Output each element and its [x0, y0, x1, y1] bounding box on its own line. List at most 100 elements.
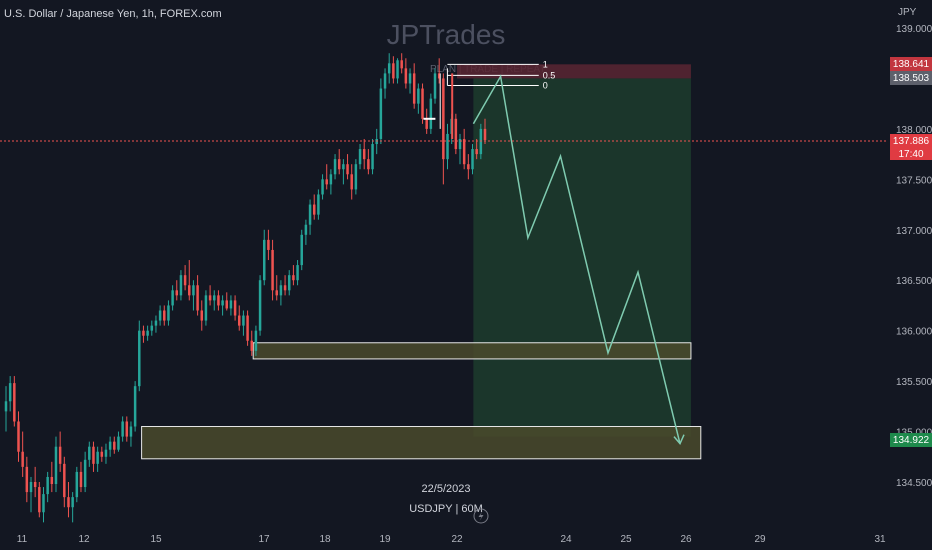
- y-tick-label: 139.000: [896, 24, 932, 35]
- candle: [262, 229, 266, 286]
- candle: [267, 229, 270, 261]
- candle: [8, 376, 12, 412]
- candle: [437, 58, 441, 84]
- overlay-layer: 10.50: [423, 59, 685, 446]
- candle: [329, 169, 333, 195]
- candle: [433, 68, 437, 104]
- candle: [113, 436, 116, 454]
- candle: [167, 300, 170, 326]
- y-tick-label: 137.500: [896, 175, 932, 186]
- x-tick-label: 18: [319, 534, 331, 545]
- candle: [54, 436, 58, 493]
- candle: [337, 149, 341, 175]
- symbol-title: U.S. Dollar / Japanese Yen, 1h, FOREX.co…: [4, 8, 222, 20]
- candle: [108, 436, 112, 457]
- candle: [250, 330, 253, 356]
- candle: [217, 290, 220, 311]
- candle: [304, 219, 308, 245]
- fib-level-label: 0.5: [543, 70, 556, 80]
- candle: [75, 466, 79, 503]
- candle: [175, 280, 179, 301]
- candle: [38, 482, 41, 518]
- candles-layer: [4, 53, 487, 523]
- y-tick-label: 136.500: [896, 276, 932, 287]
- candle: [408, 68, 412, 94]
- x-tick-label: 12: [78, 534, 90, 545]
- watermark: JPTrades: [387, 19, 506, 50]
- path-arrow-icon: [673, 434, 685, 446]
- price-label-stop: 138.641: [890, 57, 932, 71]
- candle: [471, 144, 474, 175]
- x-tick-label: 11: [17, 534, 28, 545]
- candle: [283, 275, 287, 296]
- candle: [88, 441, 91, 467]
- footer-date: 22/5/2023: [422, 483, 471, 495]
- candle: [117, 431, 120, 452]
- x-tick-label: 15: [150, 534, 162, 545]
- candle: [104, 443, 108, 464]
- svg-text:138.641: 138.641: [893, 59, 930, 70]
- candle: [317, 189, 320, 220]
- candle: [92, 441, 95, 472]
- candle: [467, 154, 470, 180]
- x-tick-label: 19: [379, 534, 391, 545]
- candle: [312, 194, 316, 220]
- candle: [371, 138, 374, 175]
- candle: [142, 325, 145, 343]
- candle: [192, 280, 195, 311]
- candle: [154, 315, 158, 333]
- candle: [42, 487, 45, 523]
- x-tick-label: 22: [451, 534, 463, 545]
- candle: [296, 260, 299, 286]
- candle: [292, 265, 295, 286]
- candle: [271, 239, 274, 301]
- candle: [362, 138, 366, 170]
- candle: [133, 381, 137, 432]
- candle: [21, 431, 24, 477]
- candle: [404, 58, 408, 89]
- candle: [213, 290, 216, 311]
- candle: [308, 199, 312, 235]
- candle: [179, 270, 183, 301]
- candle: [58, 431, 62, 472]
- svg-text:137.886: 137.886: [893, 136, 930, 147]
- price-label-target: 134.922: [890, 433, 932, 447]
- fib-level-label: 0: [543, 81, 548, 91]
- candle: [125, 416, 129, 442]
- candle: [67, 482, 70, 518]
- candle: [50, 461, 54, 493]
- candle: [475, 138, 478, 160]
- candle: [417, 83, 420, 114]
- footer-instrument: USDJPY | 60M: [409, 503, 483, 515]
- candle: [446, 123, 449, 170]
- lightning-icon: [473, 508, 489, 524]
- x-axis[interactable]: 11 12 15 17 18 19 22 24 25 26 29 31: [17, 534, 886, 545]
- candle: [342, 159, 345, 185]
- candle: [29, 476, 33, 513]
- candle: [400, 53, 403, 74]
- svg-text:17:40: 17:40: [898, 149, 923, 160]
- candle: [171, 285, 174, 311]
- candle: [354, 159, 358, 195]
- y-tick-label: 136.000: [896, 327, 932, 338]
- x-tick-label: 31: [874, 534, 886, 545]
- projected-path: [472, 74, 681, 444]
- fib-level-label: 1: [543, 59, 548, 69]
- candle: [321, 174, 324, 200]
- candle: [350, 164, 353, 200]
- price-label-current: 137.886 17:40: [890, 134, 932, 160]
- candle: [79, 461, 83, 493]
- candle: [358, 144, 362, 170]
- candle: [325, 164, 328, 190]
- svg-text:138.503: 138.503: [893, 73, 930, 84]
- candle: [425, 108, 428, 134]
- y-axis-currency: JPY: [898, 7, 917, 18]
- candle: [379, 78, 383, 145]
- candle: [429, 93, 433, 134]
- candle: [146, 325, 149, 341]
- candle: [138, 320, 141, 392]
- candle: [242, 310, 245, 336]
- demand-zone-lower-zone: [141, 426, 702, 460]
